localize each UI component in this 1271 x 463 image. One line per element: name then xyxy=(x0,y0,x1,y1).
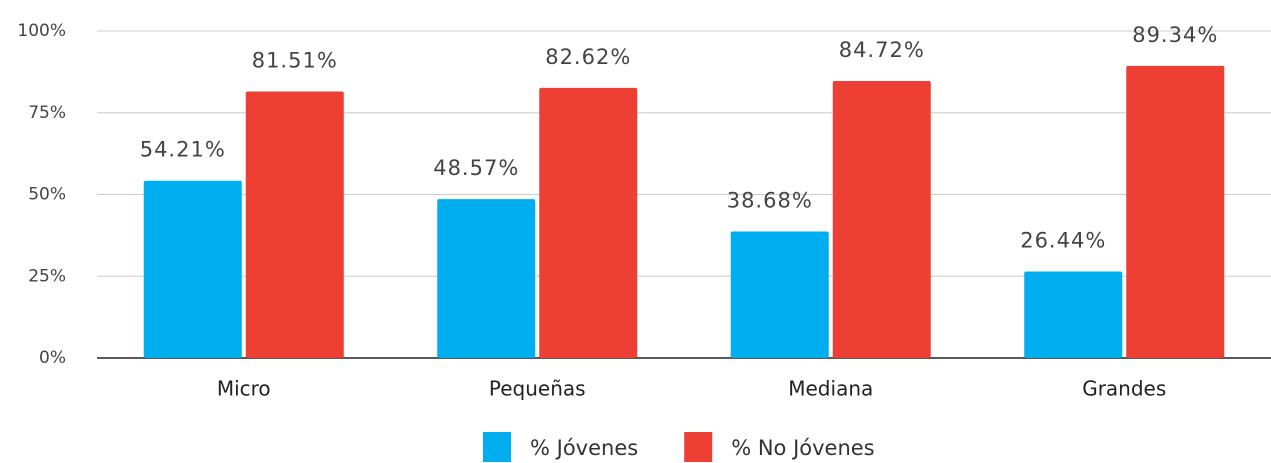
y-tick-label: 75% xyxy=(28,103,66,123)
value-label: 38.68% xyxy=(727,189,813,213)
bar xyxy=(437,199,536,358)
y-tick-label: 0% xyxy=(39,348,66,368)
legend-swatch xyxy=(684,432,713,462)
value-label: 84.72% xyxy=(839,38,925,62)
legend-swatch xyxy=(483,432,511,462)
legend-label: % No Jóvenes xyxy=(731,436,874,460)
bar xyxy=(832,80,931,358)
bar xyxy=(1024,271,1123,358)
bar xyxy=(1126,65,1225,358)
value-label: 81.51% xyxy=(252,48,338,72)
y-tick-label: 50% xyxy=(28,185,66,205)
bar xyxy=(143,180,242,358)
value-label: 89.34% xyxy=(1132,23,1218,47)
y-tick-label: 25% xyxy=(28,266,66,286)
x-tick-label: Grandes xyxy=(1082,377,1166,401)
value-label: 48.57% xyxy=(433,156,519,180)
legend-label: % Jóvenes xyxy=(530,436,638,460)
x-tick-label: Pequeñas xyxy=(489,377,586,401)
bar xyxy=(730,231,829,358)
y-tick-label: 100% xyxy=(17,21,66,41)
value-label: 82.62% xyxy=(545,45,631,69)
value-label: 26.44% xyxy=(1020,229,1106,253)
bar xyxy=(539,87,638,358)
value-label: 54.21% xyxy=(140,138,226,162)
x-tick-label: Mediana xyxy=(788,377,873,401)
bar xyxy=(245,91,344,358)
x-tick-label: Micro xyxy=(217,377,271,401)
